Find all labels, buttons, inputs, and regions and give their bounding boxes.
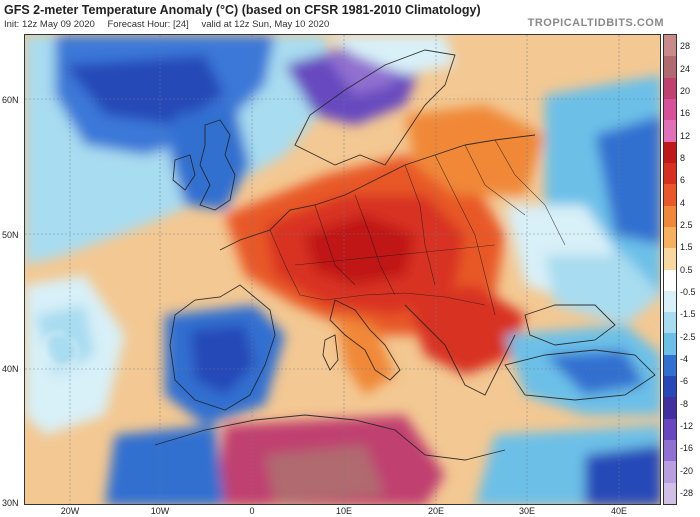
longitude-label-40e: 40E: [610, 506, 628, 516]
map-subtitle: Init: 12z May 09 2020 Forecast Hour: [24…: [4, 19, 339, 30]
init-time: Init: 12z May 09 2020: [4, 19, 95, 30]
color-scale-segment: [664, 461, 676, 484]
longitude-label-10e: 10E: [335, 506, 353, 516]
forecast-hour: Forecast Hour: [24]: [107, 19, 189, 30]
color-scale-tick-label: -8: [680, 398, 689, 409]
color-scale-segment: [664, 248, 676, 270]
longitude-label-30e: 30E: [518, 506, 536, 516]
color-scale-segment: [664, 162, 676, 185]
color-scale-tick-label: -0.5: [680, 286, 696, 297]
color-scale-tick-label: 6: [680, 175, 686, 186]
latitude-label-60n: 60N: [2, 95, 19, 105]
color-scale-segment: [664, 77, 676, 100]
color-scale-bar: [663, 34, 677, 505]
anomaly-map-graphic: [25, 35, 660, 504]
latitude-label-50n: 50N: [2, 230, 19, 240]
color-scale-tick-label: -28: [680, 487, 694, 498]
longitude-label-20w: 20W: [60, 506, 80, 516]
color-scale-tick-label: -2.5: [680, 331, 696, 342]
color-scale-segment: [664, 205, 676, 228]
color-scale-segment: [664, 333, 676, 356]
latitude-label-40n: 40N: [2, 364, 19, 374]
latitude-label-30n: 30N: [2, 498, 19, 508]
longitude-label-20e: 20E: [427, 506, 445, 516]
anomaly-map: [24, 34, 661, 505]
color-scale-tick-label: -16: [680, 443, 694, 454]
color-scale-tick-label: 0.5: [680, 264, 693, 275]
color-scale-tick-label: 2.5: [680, 219, 693, 230]
color-scale-segment: [664, 56, 676, 79]
color-scale-segment: [664, 482, 676, 505]
color-scale-segment: [664, 269, 676, 292]
longitude-label-0: 0: [249, 506, 255, 516]
color-scale-tick-label: 24: [680, 63, 691, 74]
map-title: GFS 2-meter Temperature Anomaly (°C) (ba…: [4, 3, 481, 17]
color-scale-tick-label: -4: [680, 353, 689, 364]
longitude-label-10w: 10W: [150, 506, 170, 516]
color-scale-tick-label: 28: [680, 41, 691, 52]
color-scale-segment: [664, 290, 676, 313]
color-scale-segment: [664, 141, 676, 164]
valid-time: valid at 12z Sun, May 10 2020: [201, 19, 330, 30]
color-scale-tick-label: 12: [680, 130, 691, 141]
header: GFS 2-meter Temperature Anomaly (°C) (ba…: [0, 0, 700, 34]
color-scale-tick-label: 1.5: [680, 242, 693, 253]
color-scale-segment: [664, 226, 676, 249]
color-scale-tick-label: 20: [680, 85, 691, 96]
color-scale-segment: [664, 98, 676, 121]
color-scale-tick-label: -12: [680, 420, 694, 431]
color-scale-segment: [664, 397, 676, 420]
color-scale-segment: [664, 120, 676, 143]
color-scale-tick-label: -1.5: [680, 309, 696, 320]
color-scale-segment: [664, 418, 676, 441]
color-scale-segment: [664, 376, 676, 398]
color-scale-segment: [664, 354, 676, 377]
brand-watermark: TROPICALTIDBITS.COM: [527, 17, 664, 29]
color-scale-tick-label: 16: [680, 108, 691, 119]
color-scale-segment: [664, 440, 676, 462]
color-scale-segment: [664, 184, 676, 207]
color-scale-tick-label: 8: [680, 152, 686, 163]
color-scale-tick-label: -20: [680, 465, 694, 476]
color-scale-tick-label: 4: [680, 197, 686, 208]
color-scale-tick-label: -6: [680, 376, 689, 387]
color-scale-segment: [664, 312, 676, 334]
color-scale-segment: [664, 35, 676, 57]
